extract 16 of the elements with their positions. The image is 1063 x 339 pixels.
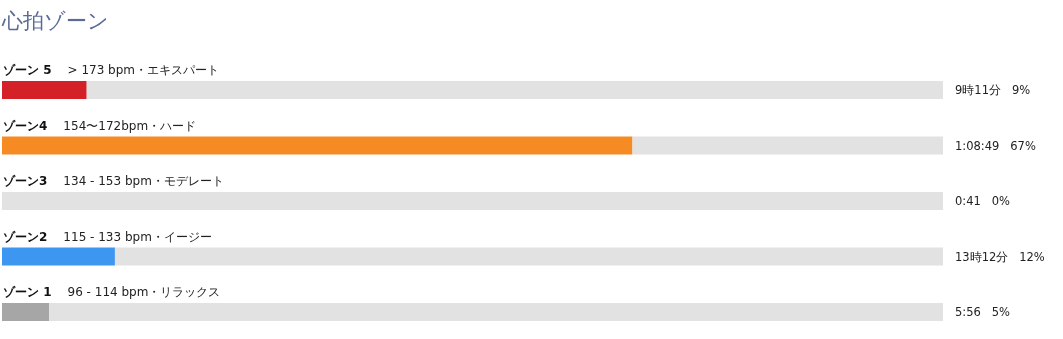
text: 0:41 0%: [955, 194, 1011, 208]
chart-title: 心拍ゾーン: [1, 9, 109, 33]
y-tick-label: ゾーン 5: [3, 63, 52, 77]
text: 9時11分 9%: [955, 83, 1031, 97]
y-tick-label: ゾーン3: [3, 174, 48, 188]
text: 5:56 5%: [955, 305, 1011, 319]
annotation: 154〜172bpm・ハード: [63, 118, 197, 133]
annotation: 134 - 153 bpm・モデレート: [63, 174, 224, 188]
y-tick-label: ゾーン4: [3, 118, 48, 133]
text: 13時12分 12%: [955, 249, 1045, 264]
annotation: > 173 bpm・エキスパート: [67, 63, 220, 77]
text: 1:08:49 67%: [955, 138, 1036, 153]
annotation: 96 - 114 bpm・リラックス: [67, 285, 221, 299]
annotation: 115 - 133 bpm・イージー: [63, 229, 212, 244]
y-tick-label: ゾーン2: [3, 229, 48, 244]
y-tick-label: ゾーン 1: [3, 285, 52, 299]
